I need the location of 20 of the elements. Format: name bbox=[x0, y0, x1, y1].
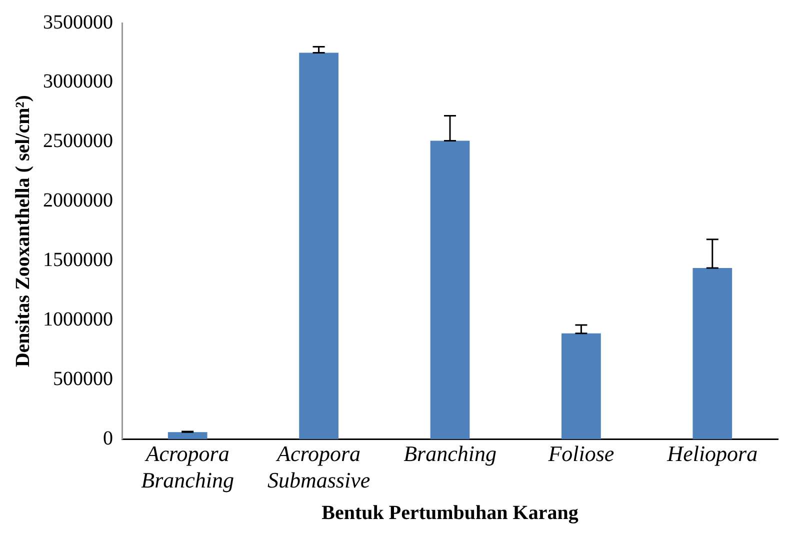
bar bbox=[562, 333, 601, 440]
bar bbox=[299, 52, 338, 440]
y-tick-label: 3000000 bbox=[43, 70, 113, 93]
y-tick-label: 3500000 bbox=[43, 11, 113, 34]
y-tick-label: 2000000 bbox=[43, 190, 113, 212]
bar bbox=[168, 432, 208, 440]
y-tick-label: 1500000 bbox=[43, 249, 113, 272]
x-axis-title: Bentuk Pertumbuhan Karang bbox=[322, 502, 578, 524]
x-tick-label: Acropora Branching bbox=[141, 441, 234, 493]
y-tick-label: 500000 bbox=[53, 368, 113, 390]
x-tick-label: Heliopora bbox=[666, 441, 758, 466]
bar bbox=[692, 268, 732, 440]
y-tick-label: 1000000 bbox=[43, 308, 113, 331]
x-tick-label: Acropora Submassive bbox=[267, 441, 370, 493]
x-tick-label: Foliose bbox=[547, 441, 614, 466]
y-tick-label: 0 bbox=[103, 427, 113, 450]
y-axis-title: Densitas Zooxanthella ( sel/cm²) bbox=[12, 95, 34, 368]
bar bbox=[430, 140, 470, 440]
x-tick-label: Branching bbox=[404, 441, 496, 466]
y-tick-label: 2500000 bbox=[43, 130, 113, 152]
